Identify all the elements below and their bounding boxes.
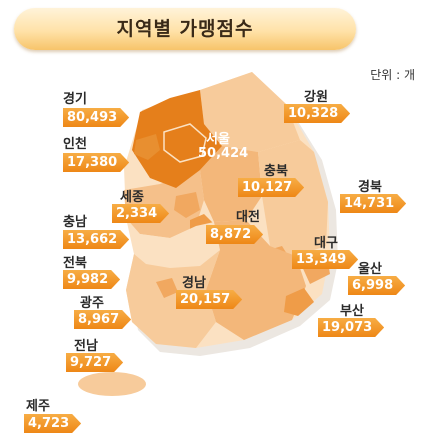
region-name-gyeongbuk: 경북 bbox=[358, 180, 382, 195]
value-flag-daejeon: 8,872 bbox=[206, 225, 263, 244]
value-flag-jeonnam: 9,727 bbox=[66, 353, 123, 372]
region-name-daejeon: 대전 bbox=[236, 210, 260, 225]
region-gwangju bbox=[156, 278, 178, 298]
region-gangwon bbox=[200, 72, 300, 152]
region-name-jeonbuk: 전북 bbox=[63, 256, 87, 271]
region-name-daegu: 대구 bbox=[314, 236, 338, 251]
region-name-gyeonggi: 경기 bbox=[63, 92, 87, 107]
region-gyeongbuk bbox=[258, 140, 328, 256]
region-seoul bbox=[163, 123, 207, 163]
region-sejong bbox=[174, 192, 200, 218]
value-flag-gyeongbuk: 14,731 bbox=[340, 194, 406, 213]
value-flag-gwangju: 8,967 bbox=[74, 310, 131, 329]
region-name-chungnam: 충남 bbox=[63, 215, 87, 230]
region-name-jeju: 제주 bbox=[26, 399, 50, 414]
value-flag-gangwon: 10,328 bbox=[284, 104, 350, 123]
region-busan bbox=[284, 288, 314, 316]
value-seoul: 50,424 bbox=[198, 146, 249, 161]
region-name-sejong: 세종 bbox=[120, 190, 144, 205]
region-chungbuk bbox=[200, 146, 262, 222]
region-name-gyeongnam: 경남 bbox=[182, 276, 206, 291]
region-name-gangwon: 강원 bbox=[304, 90, 328, 105]
value-flag-ulsan: 6,998 bbox=[348, 276, 405, 295]
region-name-incheon: 인천 bbox=[63, 137, 87, 152]
value-flag-gyeonggi: 80,493 bbox=[63, 108, 129, 127]
region-name-seoul: 서울 bbox=[206, 132, 230, 147]
region-name-jeonnam: 전남 bbox=[74, 339, 98, 354]
value-flag-incheon: 17,380 bbox=[63, 153, 129, 172]
page-title: 지역별 가맹점수 bbox=[116, 18, 254, 40]
region-jeju bbox=[78, 372, 146, 396]
region-name-busan: 부산 bbox=[340, 304, 364, 319]
value-flag-daegu: 13,349 bbox=[292, 250, 358, 269]
region-name-gwangju: 광주 bbox=[80, 296, 104, 311]
title-banner: 지역별 가맹점수 bbox=[14, 8, 356, 50]
value-flag-jeonbuk: 9,982 bbox=[63, 270, 120, 289]
value-flag-gyeongnam: 20,157 bbox=[176, 290, 242, 309]
value-flag-jeju: 4,723 bbox=[24, 414, 81, 433]
region-name-ulsan: 울산 bbox=[358, 262, 382, 277]
region-gyeongnam bbox=[206, 220, 306, 340]
region-jeonnam bbox=[126, 250, 220, 348]
region-name-chungbuk: 충북 bbox=[264, 164, 288, 179]
unit-label: 단위 : 개 bbox=[370, 68, 415, 82]
value-flag-chungnam: 13,662 bbox=[63, 230, 129, 249]
value-flag-sejong: 2,334 bbox=[112, 204, 169, 223]
region-jeonbuk bbox=[134, 222, 220, 268]
value-flag-busan: 19,073 bbox=[318, 318, 384, 337]
region-incheon bbox=[134, 134, 160, 160]
value-flag-chungbuk: 10,127 bbox=[238, 178, 304, 197]
